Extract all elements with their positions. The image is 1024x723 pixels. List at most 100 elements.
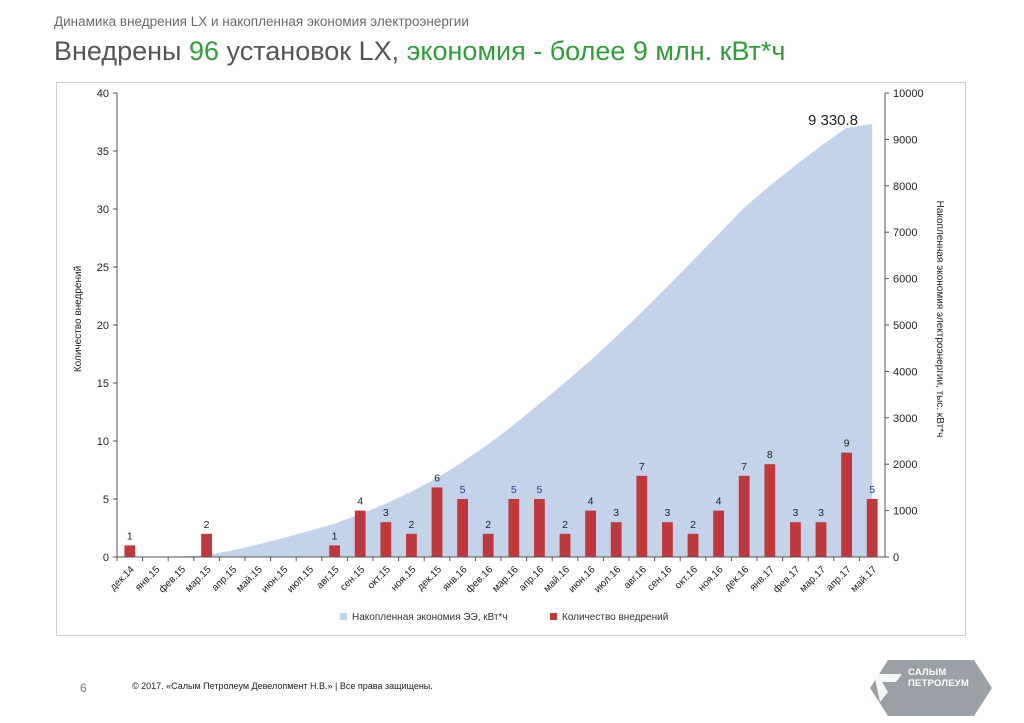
y2-tick-label: 7000 bbox=[893, 227, 917, 239]
x-tick-label: ноя.16 bbox=[696, 564, 726, 594]
bar bbox=[457, 499, 468, 557]
bar-label: 5 bbox=[869, 484, 875, 496]
bar-label: 3 bbox=[664, 507, 670, 519]
bar-label: 2 bbox=[408, 519, 414, 531]
x-tick-label: апр.17 bbox=[824, 564, 854, 594]
y-tick-label: 30 bbox=[97, 204, 109, 216]
y-tick-label: 0 bbox=[103, 552, 109, 564]
x-tick-label: сен.15 bbox=[338, 564, 367, 593]
logo-line-1: САЛЫМ bbox=[908, 667, 947, 678]
combo-chart: 0510152025303540010002000300040005000600… bbox=[73, 88, 945, 623]
bar bbox=[431, 487, 443, 557]
x-tick-label: май.15 bbox=[235, 564, 266, 595]
y-tick-label: 35 bbox=[97, 146, 109, 158]
y2-axis-label: Накопленная экономия электроэнергии, тыс… bbox=[934, 201, 945, 438]
y-axis-label: Количество внедрений bbox=[73, 266, 84, 372]
x-tick-label: сен.16 bbox=[645, 564, 674, 593]
x-tick-label: мар.17 bbox=[798, 564, 829, 595]
legend: Накопленная экономия ЭЭ, кВт*ч Количеств… bbox=[340, 612, 668, 623]
bar bbox=[406, 533, 417, 557]
bar bbox=[534, 499, 545, 557]
x-tick-label: окт.16 bbox=[673, 564, 700, 591]
legend-label-area: Накопленная экономия ЭЭ, кВт*ч bbox=[352, 612, 508, 623]
bar bbox=[738, 475, 750, 557]
bar-label: 1 bbox=[127, 530, 133, 542]
bar bbox=[124, 545, 136, 557]
logo-line-2: ПЕТРОЛЕУМ bbox=[908, 678, 969, 689]
bar bbox=[636, 475, 648, 557]
x-tick-label: июн.15 bbox=[260, 564, 291, 595]
bar-label: 4 bbox=[357, 496, 363, 508]
bar-label: 9 bbox=[844, 438, 850, 450]
bar bbox=[559, 533, 571, 557]
x-tick-label: июл.16 bbox=[592, 564, 623, 595]
y-tick-label: 15 bbox=[97, 378, 109, 390]
bar-label: 2 bbox=[485, 519, 491, 531]
x-tick-label: мар.16 bbox=[491, 564, 522, 595]
end-value-annotation: 9 330.8 bbox=[808, 112, 858, 129]
bar-label: 6 bbox=[434, 472, 440, 484]
bar bbox=[482, 533, 494, 557]
y-tick-label: 40 bbox=[97, 88, 109, 100]
x-tick-label: фев.15 bbox=[156, 563, 188, 595]
bar-label: 5 bbox=[511, 484, 517, 496]
x-tick-label: фев.17 bbox=[771, 563, 803, 595]
bar-label: 5 bbox=[536, 484, 542, 496]
legend-swatch-bars bbox=[550, 613, 557, 620]
y2-tick-label: 9000 bbox=[893, 134, 917, 146]
bar-label: 3 bbox=[383, 507, 389, 519]
x-tick-label: июл.15 bbox=[285, 564, 316, 595]
x-tick-label: май.17 bbox=[849, 564, 880, 595]
bar-label: 3 bbox=[613, 507, 619, 519]
bar-label: 4 bbox=[716, 496, 722, 508]
chart-frame: 0 5 10 15 20 25 30 35 40 0 1000 2000 3000 4000 5000 600… bbox=[56, 82, 966, 636]
y2-tick-label: 4000 bbox=[893, 366, 917, 378]
bar bbox=[687, 533, 699, 557]
bar bbox=[354, 510, 366, 557]
bar bbox=[713, 510, 724, 557]
x-tick-label: дек.16 bbox=[723, 564, 752, 593]
bar bbox=[585, 510, 596, 557]
x-tick-label: апр.16 bbox=[517, 564, 547, 594]
bar-label: 5 bbox=[460, 484, 466, 496]
bar-label: 8 bbox=[767, 449, 773, 461]
title-part-3: установок LX, bbox=[219, 36, 407, 66]
y-tick-label: 20 bbox=[97, 320, 109, 332]
x-tick-label: апр.15 bbox=[210, 564, 240, 594]
x-tick-label: окт.15 bbox=[366, 564, 393, 591]
x-tick-label: май.16 bbox=[542, 564, 573, 595]
savings-area bbox=[129, 124, 873, 557]
title-count: 96 bbox=[188, 36, 219, 66]
y2-tick-label: 2000 bbox=[893, 459, 917, 471]
y2-tick-label: 5000 bbox=[893, 320, 917, 332]
bar-label: 2 bbox=[690, 519, 696, 531]
bar bbox=[662, 522, 673, 557]
bar-label: 1 bbox=[332, 530, 338, 542]
bar bbox=[201, 533, 212, 557]
bar-label: 3 bbox=[792, 507, 798, 519]
y-tick-label: 10 bbox=[97, 436, 109, 448]
y-tick-label: 5 bbox=[103, 494, 109, 506]
company-logo bbox=[870, 660, 992, 716]
bar bbox=[508, 499, 520, 557]
legend-label-bars: Количество внедрений bbox=[562, 612, 668, 623]
x-tick-label: июн.16 bbox=[567, 564, 598, 595]
bar-label: 7 bbox=[741, 461, 747, 473]
x-tick-label: ноя.15 bbox=[389, 564, 419, 594]
bar-label: 4 bbox=[588, 496, 594, 508]
y2-tick-label: 8000 bbox=[893, 181, 917, 193]
bar bbox=[380, 522, 392, 557]
logo-text: САЛЫМ ПЕТРОЛЕУМ bbox=[908, 667, 969, 689]
title-part-1: Внедрены bbox=[54, 36, 189, 66]
bar bbox=[815, 522, 827, 557]
x-tick-label: дек.14 bbox=[108, 564, 137, 593]
y2-tick-label: 0 bbox=[893, 552, 899, 564]
bar-label: 2 bbox=[562, 519, 568, 531]
x-tick-label: мар.15 bbox=[183, 564, 214, 595]
x-tick-label: авг.15 bbox=[315, 564, 342, 591]
bar bbox=[841, 452, 852, 557]
bar-label: 3 bbox=[818, 507, 824, 519]
y2-tick-label: 10000 bbox=[893, 88, 924, 100]
y2-tick-label: 1000 bbox=[893, 506, 917, 518]
x-tick-label: дек.15 bbox=[415, 564, 444, 593]
